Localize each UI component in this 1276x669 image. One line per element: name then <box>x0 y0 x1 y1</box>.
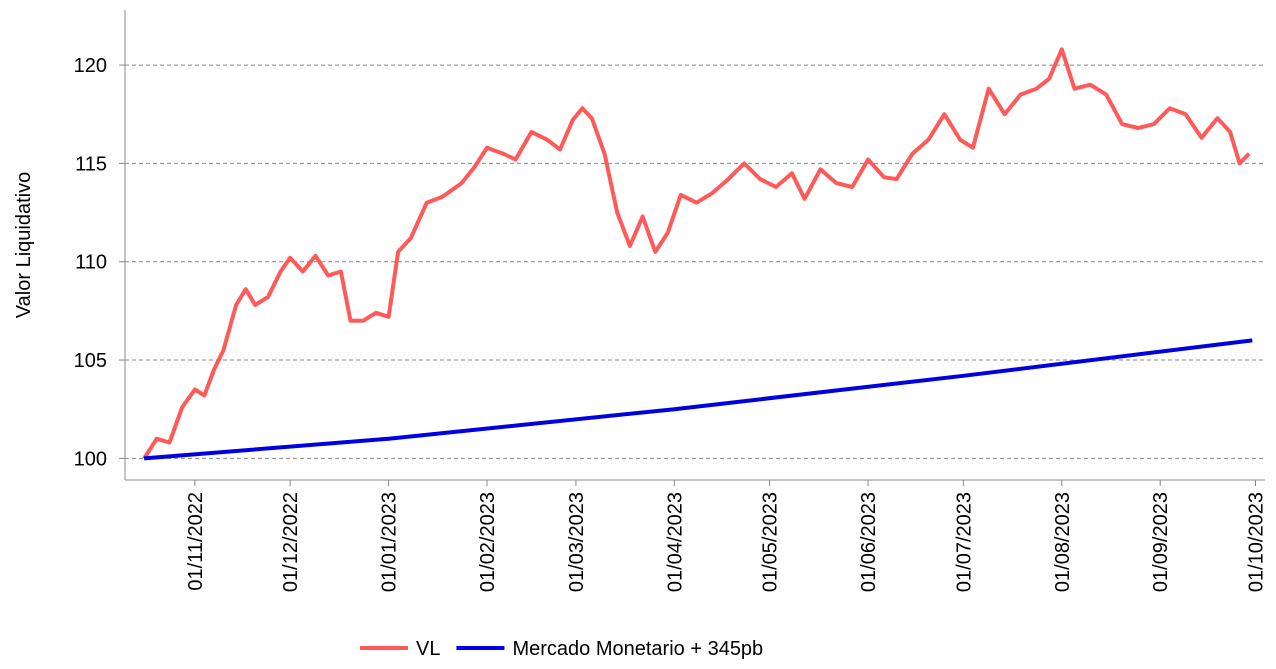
x-tick-label: 01/03/2023 <box>566 492 588 592</box>
x-tick-label: 01/12/2022 <box>280 492 302 592</box>
legend-label: Mercado Monetario + 345pb <box>512 638 763 660</box>
series-line <box>143 338 1253 461</box>
series-line <box>142 47 1251 460</box>
x-tick-label: 01/04/2023 <box>664 492 686 592</box>
x-tick-label: 01/06/2023 <box>858 492 880 592</box>
y-tick-label: 110 <box>75 252 107 274</box>
x-tick-label: 01/02/2023 <box>477 492 499 592</box>
x-tick-label: 01/05/2023 <box>760 492 782 592</box>
y-tick-label: 115 <box>75 153 107 175</box>
x-tick-label: 01/08/2023 <box>1052 492 1074 592</box>
x-tick-label: 01/07/2023 <box>953 492 975 592</box>
y-tick-label: 100 <box>74 448 107 470</box>
x-tick-label: 01/01/2023 <box>379 492 401 592</box>
y-axis-label: Valor Liquidativo <box>13 172 35 318</box>
x-tick-label: 01/11/2022 <box>185 492 207 591</box>
y-tick-label: 120 <box>74 55 107 77</box>
x-tick-label: 01/09/2023 <box>1150 492 1172 592</box>
y-tick-label: 105 <box>74 350 107 372</box>
legend-label: VL <box>416 638 440 660</box>
x-tick-label: 01/10/2023 <box>1245 492 1267 592</box>
